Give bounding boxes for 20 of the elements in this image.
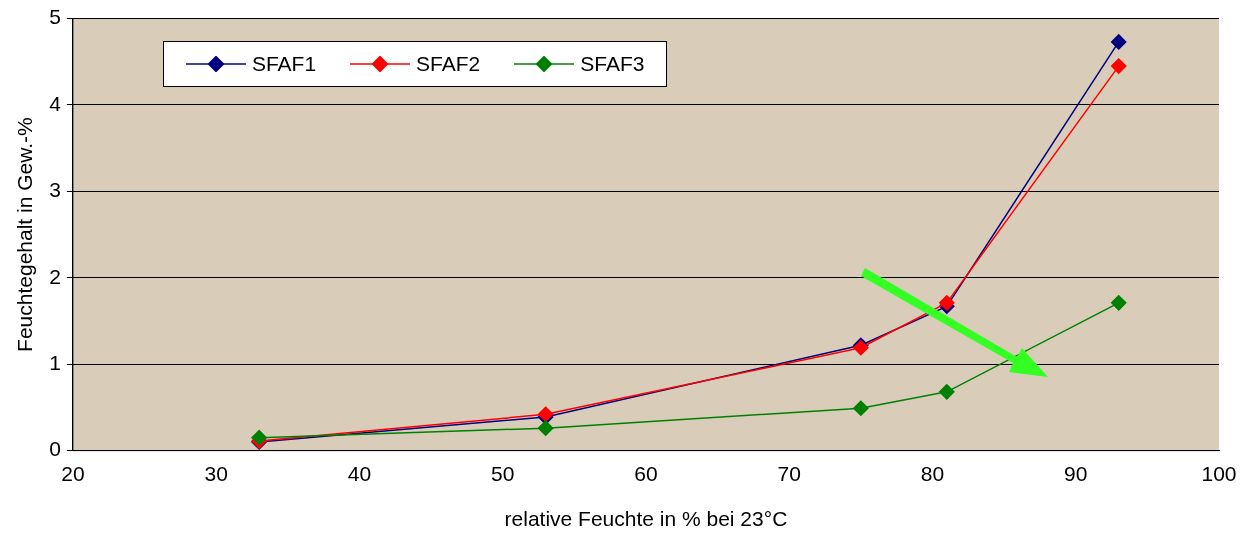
legend-label: SFAF3 [580,51,645,76]
y-tick-label: 5 [49,5,61,29]
x-axis-title: relative Feuchte in % bei 23°C [504,507,788,531]
y-tick-label: 4 [49,91,62,115]
x-tick-label: 50 [490,462,515,485]
legend-label: SFAF1 [251,51,317,76]
x-tick-label: 20 [61,462,85,485]
y-tick-label: 1 [49,351,61,374]
x-tick-label: 80 [920,462,945,485]
x-tick-label: 30 [204,462,228,485]
y-tick-label: 0 [49,437,61,461]
y-tick-label: 2 [49,264,61,288]
x-tick-label: 90 [1064,462,1088,485]
x-tick-label: 70 [777,462,801,485]
y-axis-title: Feuchtegehalt in Gew.-% [13,117,37,352]
x-tick-label: 100 [1201,462,1237,485]
legend-label: SFAF2 [416,51,481,76]
x-tick-label: 60 [634,462,658,485]
y-tick-label: 3 [49,178,61,202]
x-tick-label: 40 [347,462,372,485]
